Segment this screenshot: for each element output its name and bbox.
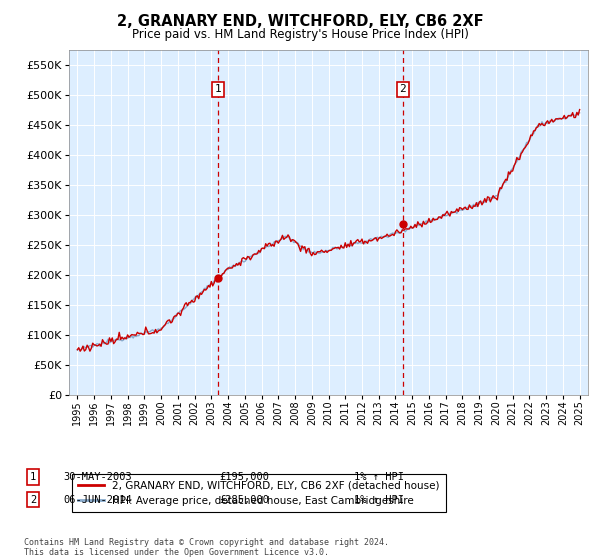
Text: Price paid vs. HM Land Registry's House Price Index (HPI): Price paid vs. HM Land Registry's House … bbox=[131, 28, 469, 41]
Text: Contains HM Land Registry data © Crown copyright and database right 2024.
This d: Contains HM Land Registry data © Crown c… bbox=[24, 538, 389, 557]
Text: 2: 2 bbox=[399, 85, 406, 94]
Legend: 2, GRANARY END, WITCHFORD, ELY, CB6 2XF (detached house), HPI: Average price, de: 2, GRANARY END, WITCHFORD, ELY, CB6 2XF … bbox=[71, 474, 446, 512]
Text: 1% ↑ HPI: 1% ↑ HPI bbox=[354, 494, 404, 505]
Text: 06-JUN-2014: 06-JUN-2014 bbox=[63, 494, 132, 505]
Text: 1% ↑ HPI: 1% ↑ HPI bbox=[354, 472, 404, 482]
Text: 30-MAY-2003: 30-MAY-2003 bbox=[63, 472, 132, 482]
Text: 1: 1 bbox=[30, 472, 36, 482]
Text: 1: 1 bbox=[215, 85, 221, 94]
Text: £285,000: £285,000 bbox=[219, 494, 269, 505]
Text: £195,000: £195,000 bbox=[219, 472, 269, 482]
Text: 2: 2 bbox=[30, 494, 36, 505]
Text: 2, GRANARY END, WITCHFORD, ELY, CB6 2XF: 2, GRANARY END, WITCHFORD, ELY, CB6 2XF bbox=[116, 14, 484, 29]
